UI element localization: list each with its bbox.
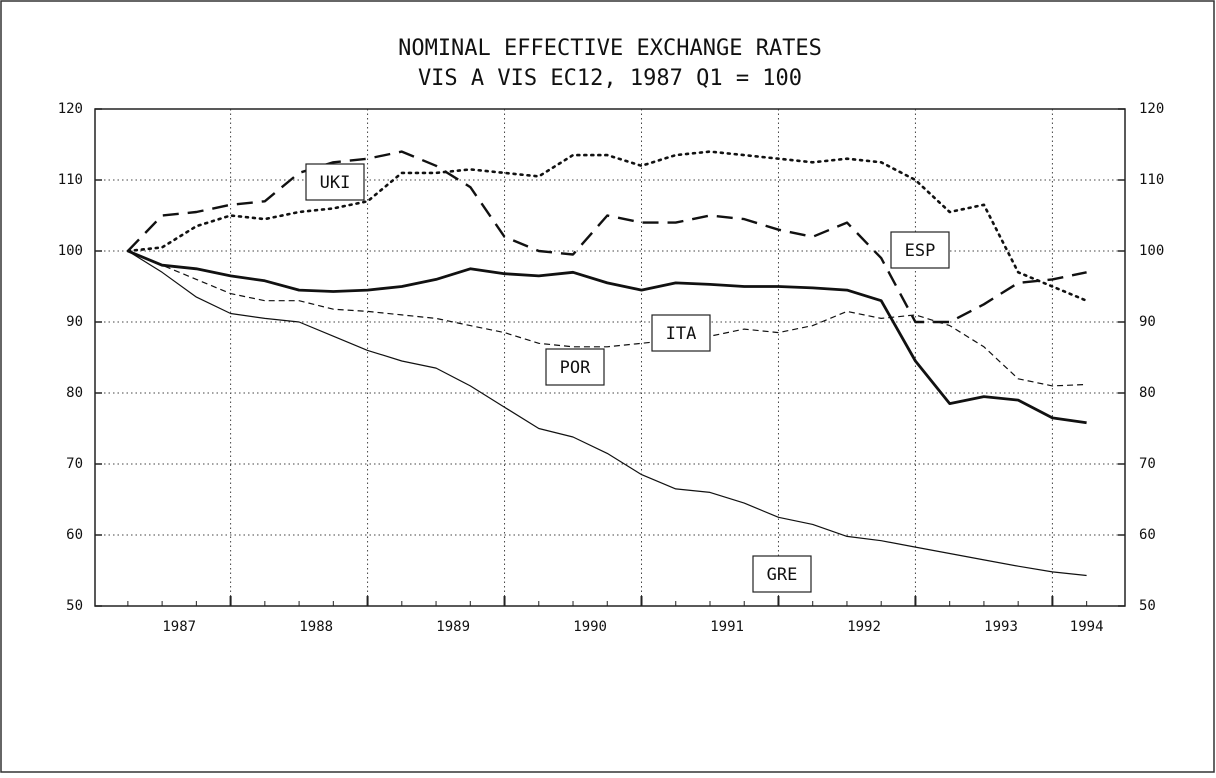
x-tick-label: 1990 bbox=[573, 619, 607, 635]
y2-tick-label: 90 bbox=[1139, 314, 1156, 330]
y-tick-label: 50 bbox=[66, 598, 83, 614]
plot-frame bbox=[94, 108, 1126, 607]
y-tick-label: 100 bbox=[58, 243, 83, 259]
series-label: ITA bbox=[666, 324, 697, 344]
series-line bbox=[127, 249, 1087, 425]
y-tick-label: 120 bbox=[58, 101, 83, 117]
series-label: POR bbox=[560, 358, 591, 378]
y2-tick-label: 60 bbox=[1139, 527, 1156, 543]
series-label: GRE bbox=[767, 565, 798, 585]
chart-subtitle: VIS A VIS EC12, 1987 Q1 = 100 bbox=[418, 66, 802, 91]
series-label-box bbox=[651, 314, 711, 352]
y-tick-label: 80 bbox=[66, 385, 83, 401]
series-label-box bbox=[890, 231, 950, 269]
series-line bbox=[127, 150, 1087, 324]
x-tick-label: 1993 bbox=[984, 619, 1018, 635]
x-tick-label: 1994 bbox=[1070, 619, 1104, 635]
chart-title: NOMINAL EFFECTIVE EXCHANGE RATES bbox=[398, 36, 822, 61]
y2-tick-label: 110 bbox=[1139, 172, 1164, 188]
x-tick-label: 1992 bbox=[847, 619, 881, 635]
series-label-box bbox=[545, 348, 605, 386]
y-tick-label: 60 bbox=[66, 527, 83, 543]
y-tick-label: 90 bbox=[66, 314, 83, 330]
x-tick-label: 1991 bbox=[710, 619, 744, 635]
y2-tick-label: 120 bbox=[1139, 101, 1164, 117]
y2-tick-label: 80 bbox=[1139, 385, 1156, 401]
x-tick-label: 1989 bbox=[436, 619, 470, 635]
series-line bbox=[127, 250, 1087, 387]
x-tick-label: 1987 bbox=[162, 619, 196, 635]
series-label-box bbox=[305, 163, 365, 201]
y2-tick-label: 50 bbox=[1139, 598, 1156, 614]
x-tick-label: 1988 bbox=[299, 619, 333, 635]
y2-tick-label: 70 bbox=[1139, 456, 1156, 472]
y-tick-label: 70 bbox=[66, 456, 83, 472]
y-tick-label: 110 bbox=[58, 172, 83, 188]
series-label-box bbox=[752, 555, 812, 593]
series-label: UKI bbox=[320, 173, 351, 193]
series-label: ESP bbox=[905, 241, 936, 261]
series-line bbox=[126, 150, 1088, 302]
series-line bbox=[127, 250, 1087, 577]
y2-tick-label: 100 bbox=[1139, 243, 1164, 259]
